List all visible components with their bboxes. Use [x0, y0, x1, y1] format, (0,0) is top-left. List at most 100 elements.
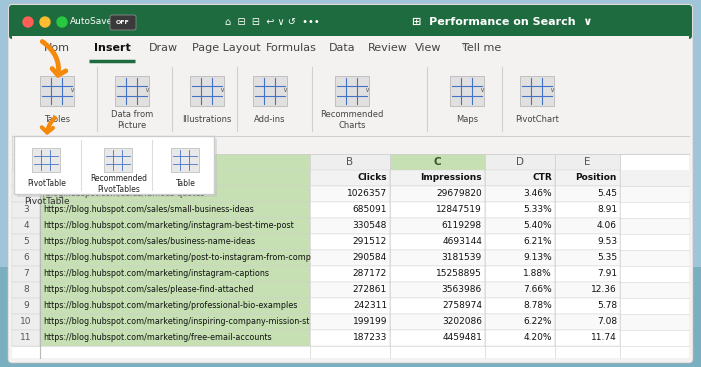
Text: AutoSave: AutoSave: [70, 18, 114, 26]
Bar: [12, 36, 689, 62]
Bar: [310, 314, 390, 330]
Text: Hom: Hom: [44, 43, 70, 53]
Bar: [40, 234, 310, 250]
Bar: [555, 154, 620, 170]
Text: 4459481: 4459481: [442, 334, 482, 342]
Bar: [12, 234, 40, 250]
FancyBboxPatch shape: [9, 5, 692, 39]
Text: 8: 8: [23, 286, 29, 294]
FancyBboxPatch shape: [110, 15, 136, 30]
Text: 3: 3: [23, 206, 29, 214]
Text: Position: Position: [576, 174, 617, 182]
Text: 4693144: 4693144: [442, 237, 482, 247]
Text: PivotChart: PivotChart: [515, 116, 559, 124]
Text: Page Layout: Page Layout: [191, 43, 260, 53]
Bar: [485, 154, 555, 170]
Text: https://blog.hubspot.com/marketing/inspiring-company-mission-st: https://blog.hubspot.com/marketing/inspi…: [43, 317, 309, 327]
Circle shape: [40, 17, 50, 27]
Text: ∨: ∨: [219, 87, 224, 93]
Bar: [485, 202, 555, 218]
Text: Add-ins: Add-ins: [254, 116, 286, 124]
Bar: [12, 154, 40, 170]
Text: CTR: CTR: [532, 174, 552, 182]
Bar: [310, 202, 390, 218]
Text: 330548: 330548: [353, 222, 387, 230]
Bar: [390, 186, 485, 202]
Text: 290584: 290584: [353, 254, 387, 262]
Bar: [310, 154, 390, 170]
Bar: [12, 282, 40, 298]
Text: 187233: 187233: [353, 334, 387, 342]
Text: B: B: [346, 157, 353, 167]
Text: https://blog.hubspot.com/marketing/instagram-best-time-post: https://blog.hubspot.com/marketing/insta…: [43, 222, 294, 230]
Text: Table: Table: [176, 179, 196, 189]
Text: 11.74: 11.74: [591, 334, 617, 342]
Bar: [12, 186, 40, 202]
Text: https://blog.hubspot.com/sales/please-find-attached: https://blog.hubspot.com/sales/please-fi…: [43, 286, 254, 294]
Bar: [40, 314, 310, 330]
Text: https://blog.hubspot.com/marketing/post-to-instagram-from-comp: https://blog.hubspot.com/marketing/post-…: [43, 254, 311, 262]
Bar: [253, 76, 287, 106]
Bar: [310, 330, 390, 346]
Bar: [555, 218, 620, 234]
Text: 4.06: 4.06: [597, 222, 617, 230]
Bar: [485, 266, 555, 282]
Bar: [555, 170, 620, 186]
Text: ∨: ∨: [365, 87, 369, 93]
Text: D: D: [516, 157, 524, 167]
Bar: [555, 234, 620, 250]
Bar: [40, 282, 310, 298]
Text: 5.40%: 5.40%: [524, 222, 552, 230]
Text: https://blog.hubspot.com/marketing/free-email-accounts: https://blog.hubspot.com/marketing/free-…: [43, 334, 271, 342]
Text: 5.35: 5.35: [597, 254, 617, 262]
Text: 6.21%: 6.21%: [524, 237, 552, 247]
Text: 4: 4: [23, 222, 29, 230]
Text: Illustrations: Illustrations: [182, 116, 232, 124]
Text: https://blog.hubspot.com/sales/small-business-ideas: https://blog.hubspot.com/sales/small-bus…: [43, 206, 254, 214]
Text: 3563986: 3563986: [442, 286, 482, 294]
Text: 5: 5: [23, 237, 29, 247]
Text: 272861: 272861: [353, 286, 387, 294]
Text: Recommended
Charts: Recommended Charts: [320, 110, 383, 130]
Text: ∨: ∨: [283, 87, 287, 93]
Text: 9.13%: 9.13%: [523, 254, 552, 262]
Bar: [390, 170, 485, 186]
Bar: [555, 298, 620, 314]
Bar: [555, 330, 620, 346]
Text: Recommended
PivotTables: Recommended PivotTables: [90, 174, 147, 194]
Bar: [12, 298, 40, 314]
Bar: [485, 330, 555, 346]
Text: Tables: Tables: [44, 116, 70, 124]
Bar: [12, 202, 40, 218]
Bar: [555, 250, 620, 266]
Text: https://blog.hubspot.com/sales/business-name-ideas: https://blog.hubspot.com/sales/business-…: [43, 237, 255, 247]
Text: 6.22%: 6.22%: [524, 317, 552, 327]
Bar: [310, 266, 390, 282]
Bar: [171, 148, 199, 172]
Bar: [12, 62, 689, 136]
Bar: [12, 250, 40, 266]
Text: 7.66%: 7.66%: [523, 286, 552, 294]
Text: https://blog.hubspot.com/marketing/instagram-captions: https://blog.hubspot.com/marketing/insta…: [43, 269, 269, 279]
Bar: [40, 186, 310, 202]
Bar: [390, 154, 485, 170]
Text: 291512: 291512: [353, 237, 387, 247]
Bar: [12, 136, 689, 154]
Bar: [40, 250, 310, 266]
Bar: [390, 282, 485, 298]
FancyBboxPatch shape: [8, 4, 693, 363]
Bar: [12, 314, 40, 330]
Bar: [390, 202, 485, 218]
Bar: [40, 154, 310, 170]
Bar: [555, 266, 620, 282]
Bar: [0, 267, 701, 367]
Bar: [40, 170, 310, 186]
Text: 11: 11: [20, 334, 32, 342]
Text: 6119298: 6119298: [442, 222, 482, 230]
Text: ∨: ∨: [550, 87, 554, 93]
Text: PivotTable: PivotTable: [25, 197, 70, 207]
Bar: [555, 202, 620, 218]
Bar: [310, 250, 390, 266]
Text: 15258895: 15258895: [436, 269, 482, 279]
Text: /blog.hubspot.com/sales/famous-quotes: /blog.hubspot.com/sales/famous-quotes: [43, 189, 205, 199]
